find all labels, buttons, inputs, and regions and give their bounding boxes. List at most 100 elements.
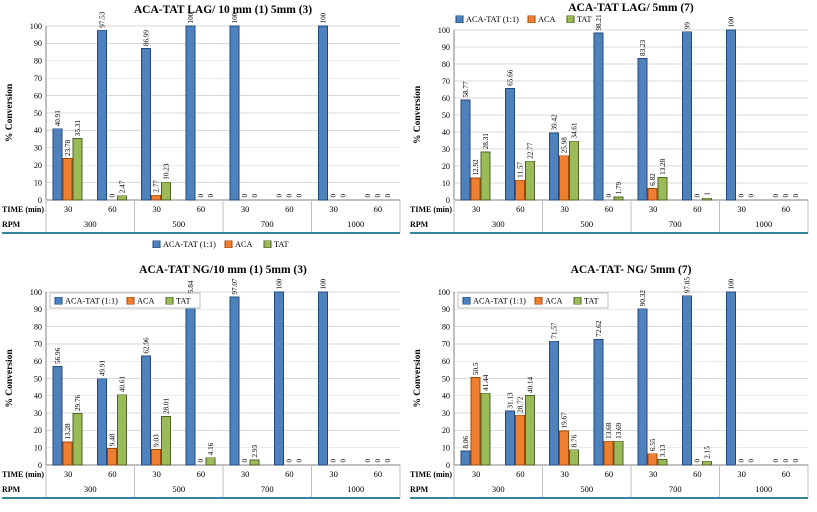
- bar-ACA-TAT (1:1): [318, 291, 329, 466]
- legend-box: [457, 292, 609, 309]
- bar-value-label: 13.68: [605, 422, 613, 439]
- bar-value-label: 28.72: [516, 396, 524, 413]
- legend-swatch-TAT: [263, 240, 272, 249]
- bar-value-label: 0: [605, 194, 613, 198]
- time-tick-label: 60: [782, 469, 791, 479]
- bar-value-label: 28.01: [163, 397, 171, 414]
- bar-TAT: [480, 151, 491, 201]
- time-tick-label: 30: [152, 469, 161, 479]
- bar-value-label: 0: [275, 194, 283, 198]
- legend-label: ACA: [235, 240, 253, 249]
- y-tick-label: 80: [442, 60, 450, 69]
- time-tick-label: 30: [649, 469, 658, 479]
- bar-value-label: 9.48: [108, 433, 116, 446]
- bar-value-label: 0: [251, 194, 259, 198]
- bar-value-label: 0: [340, 194, 348, 198]
- legend-swatch-ACA: [534, 296, 543, 305]
- legend-label: ACA: [538, 15, 556, 24]
- bar-ACA-TAT (1:1): [52, 366, 63, 466]
- y-tick-label: 100: [438, 26, 450, 35]
- bar-value-label: 0: [364, 194, 372, 198]
- time-tick-label: 60: [197, 204, 206, 214]
- rpm-tick-label: 1000: [755, 219, 772, 229]
- bar-TAT: [613, 440, 624, 466]
- bar-value-label: 0: [108, 194, 116, 198]
- bar-value-label: 100: [728, 278, 736, 289]
- y-tick-label: 100: [30, 288, 42, 297]
- legend-swatch-ACA-TAT (1:1): [455, 15, 464, 24]
- bar-ACA-TAT (1:1): [185, 298, 196, 466]
- y-tick-label: 30: [34, 144, 42, 153]
- y-tick-label: 80: [442, 322, 450, 331]
- rpm-tick-label: 1000: [347, 484, 364, 494]
- bar-ACA: [151, 448, 162, 466]
- bar-value-label: 34.61: [571, 122, 579, 139]
- time-tick-label: 60: [374, 204, 383, 214]
- bar-value-label: 100: [320, 12, 328, 23]
- rpm-tick-label: 1000: [347, 219, 364, 229]
- bar-TAT: [161, 416, 172, 466]
- bar-value-label: 2.47: [118, 180, 126, 193]
- legend-swatch-TAT: [573, 296, 582, 305]
- y-tick-label: 40: [442, 392, 450, 401]
- bar-value-label: 0: [295, 194, 303, 198]
- rpm-axis-title: RPM: [2, 220, 21, 229]
- rpm-tick-label: 500: [172, 484, 185, 494]
- bar-value-label: 0: [782, 194, 790, 198]
- y-axis-label: % Conversion: [413, 349, 423, 408]
- time-tick-label: 60: [693, 204, 702, 214]
- chart-top-right: 0 10 20 30 40 50 60 70 80 90 100% Conversion ACA-TA…: [408, 0, 817, 260]
- bar-TAT: [524, 160, 535, 201]
- bar-value-label: 0: [782, 459, 790, 463]
- bar-TAT: [116, 394, 127, 466]
- time-tick-label: 60: [108, 469, 117, 479]
- bar-value-label: 83.23: [639, 39, 647, 56]
- time-tick-label: 60: [693, 469, 702, 479]
- bar-value-label: 0: [197, 194, 205, 198]
- y-tick-label: 40: [34, 126, 42, 135]
- y-tick-label: 70: [442, 340, 450, 349]
- rpm-tick-label: 300: [492, 219, 505, 229]
- bar-TAT: [72, 138, 83, 201]
- y-tick-label: 50: [442, 374, 450, 383]
- bar-value-label: 100: [275, 278, 283, 289]
- y-tick-label: 30: [442, 145, 450, 154]
- y-tick-label: 10: [34, 178, 42, 187]
- y-tick-label: 30: [34, 409, 42, 418]
- bar-value-label: 0: [197, 459, 205, 463]
- time-axis-title: TIME (min): [410, 205, 452, 214]
- bar-value-label: 86.99: [143, 30, 151, 47]
- bar-value-label: 0: [748, 459, 756, 463]
- legend-label: ACA-TAT (1:1): [65, 297, 118, 306]
- time-tick-label: 30: [737, 204, 746, 214]
- y-tick-label: 20: [34, 161, 42, 170]
- y-tick-label: 10: [442, 444, 450, 453]
- bar-value-label: 1.79: [615, 181, 623, 194]
- bar-ACA-TAT (1:1): [637, 58, 648, 201]
- bar-ACA-TAT (1:1): [549, 340, 560, 466]
- bar-value-label: 2.93: [251, 444, 259, 457]
- time-tick-label: 30: [737, 469, 746, 479]
- bar-value-label: 99: [683, 22, 691, 30]
- bar-ACA: [151, 194, 162, 201]
- bar-value-label: 0: [330, 459, 338, 463]
- bar-value-label: 6.55: [649, 438, 657, 451]
- time-tick-label: 30: [472, 469, 481, 479]
- bar-ACA-TAT (1:1): [141, 48, 152, 201]
- bar-value-label: 0: [772, 459, 780, 463]
- y-tick-label: 30: [442, 409, 450, 418]
- y-tick-label: 50: [34, 109, 42, 118]
- bar-value-label: 25.98: [561, 137, 569, 154]
- time-tick-label: 60: [285, 204, 294, 214]
- chart-svg-0: 0 10 20 30 40 50 60 70 80 90 100 % Conversion ACA-TA…: [2, 4, 401, 249]
- time-tick-label: 60: [516, 469, 525, 479]
- bar-value-label: 23.78: [64, 140, 72, 157]
- bar-value-label: 72.62: [595, 320, 603, 337]
- bar-ACA-TAT (1:1): [229, 25, 240, 201]
- bar-value-label: 13.69: [615, 422, 623, 439]
- legend-swatch-ACA-TAT (1:1): [152, 240, 161, 249]
- time-tick-label: 30: [241, 469, 250, 479]
- y-tick-label: 90: [34, 39, 42, 48]
- bar-ACA: [603, 440, 614, 466]
- bar-value-label: 13.28: [659, 158, 667, 175]
